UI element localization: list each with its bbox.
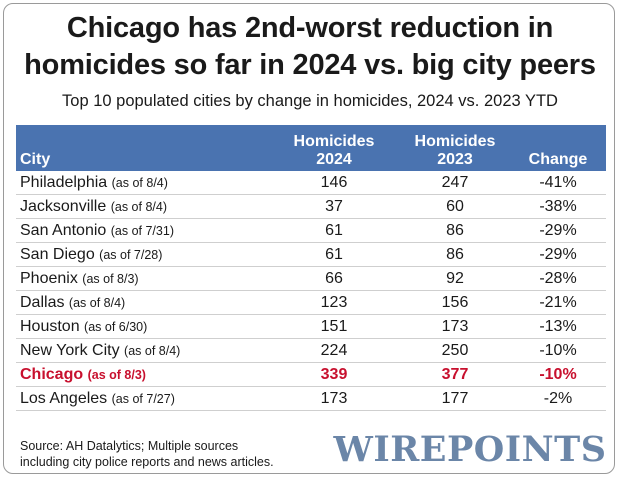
cell-homicides-2024: 224 xyxy=(274,338,394,363)
table-row: New York City (as of 8/4) 224 250 -10% xyxy=(16,338,606,363)
city-name: Phoenix xyxy=(20,269,78,287)
header-row: City Homicides 2024 Homicides 2023 Chang… xyxy=(16,125,606,171)
cell-change: -38% xyxy=(516,194,606,219)
header-change: Change xyxy=(528,151,588,168)
wirepoints-logo: WIREPOINTS xyxy=(333,429,607,470)
city-as-of-date: (as of 8/4) xyxy=(111,175,168,190)
cell-city: San Diego (as of 7/28) xyxy=(16,242,274,267)
cell-homicides-2024: 339 xyxy=(274,362,394,387)
city-name: Dallas xyxy=(20,293,65,311)
source-line-1: Source: AH Datalytics; Multiple sources xyxy=(20,439,239,453)
table-row: Dallas (as of 8/4) 123 156 -21% xyxy=(16,290,606,315)
title-line-2: homicides so far in 2024 vs. big city pe… xyxy=(24,49,596,81)
table-row: San Diego (as of 7/28) 61 86 -29% xyxy=(16,242,606,267)
cell-city: Philadelphia (as of 8/4) xyxy=(16,171,274,195)
cell-homicides-2023: 156 xyxy=(394,290,516,315)
header-homicides-2023: Homicides 2023 xyxy=(414,133,496,168)
cell-city: New York City (as of 8/4) xyxy=(16,338,274,363)
cell-homicides-2023: 60 xyxy=(394,194,516,219)
cell-homicides-2023: 92 xyxy=(394,266,516,291)
table-row: San Antonio (as of 7/31) 61 86 -29% xyxy=(16,218,606,243)
cell-homicides-2024: 66 xyxy=(274,266,394,291)
city-name: Chicago xyxy=(20,365,84,383)
table-row: Phoenix (as of 8/3) 66 92 -28% xyxy=(16,266,606,291)
cell-homicides-2023: 177 xyxy=(394,386,516,411)
cell-homicides-2024: 61 xyxy=(274,242,394,267)
homicides-table: City Homicides 2024 Homicides 2023 Chang… xyxy=(16,125,606,411)
cell-change: -10% xyxy=(516,338,606,363)
source-note: Source: AH Datalytics; Multiple sources … xyxy=(20,438,274,470)
city-as-of-date: (as of 6/30) xyxy=(84,319,148,334)
cell-change: -28% xyxy=(516,266,606,291)
city-name: San Diego xyxy=(20,245,95,263)
cell-homicides-2024: 173 xyxy=(274,386,394,411)
city-name: New York City xyxy=(20,341,120,359)
cell-city: Phoenix (as of 8/3) xyxy=(16,266,274,291)
cell-city: Dallas (as of 8/4) xyxy=(16,290,274,315)
table-row: Los Angeles (as of 7/27) 173 177 -2% xyxy=(16,386,606,411)
city-name: Philadelphia xyxy=(20,173,108,191)
cell-homicides-2023: 377 xyxy=(394,362,516,387)
city-as-of-date: (as of 8/4) xyxy=(124,343,181,358)
cell-homicides-2023: 173 xyxy=(394,314,516,339)
table-row: Jacksonville (as of 8/4) 37 60 -38% xyxy=(16,194,606,219)
city-as-of-date: (as of 8/4) xyxy=(68,295,126,310)
city-as-of-date: (as of 8/4) xyxy=(110,199,167,214)
cell-city: San Antonio (as of 7/31) xyxy=(16,218,274,243)
city-as-of-date: (as of 7/28) xyxy=(99,247,163,262)
header-homicides-2024: Homicides 2024 xyxy=(293,133,375,168)
cell-change: -41% xyxy=(516,171,606,195)
city-as-of-date: (as of 7/27) xyxy=(111,391,175,406)
city-name: Los Angeles xyxy=(20,389,108,407)
header-city: City xyxy=(20,151,51,168)
table-row: Philadelphia (as of 8/4) 146 247 -41% xyxy=(16,171,606,195)
cell-city: Chicago (as of 8/3) xyxy=(16,362,274,387)
chart-title: Chicago has 2nd-worst reduction in homic… xyxy=(0,10,620,84)
table-row: Houston (as of 6/30) 151 173 -13% xyxy=(16,314,606,339)
cell-homicides-2023: 247 xyxy=(394,171,516,195)
cell-city: Los Angeles (as of 7/27) xyxy=(16,386,274,411)
table-row: Chicago (as of 8/3) 339 377 -10% xyxy=(16,362,606,387)
cell-homicides-2024: 123 xyxy=(274,290,394,315)
cell-city: Houston (as of 6/30) xyxy=(16,314,274,339)
cell-homicides-2023: 86 xyxy=(394,242,516,267)
city-as-of-date: (as of 8/3) xyxy=(87,367,146,382)
cell-homicides-2024: 37 xyxy=(274,194,394,219)
source-line-2: including city police reports and news a… xyxy=(20,455,274,469)
cell-change: -29% xyxy=(516,218,606,243)
cell-city: Jacksonville (as of 8/4) xyxy=(16,194,274,219)
city-name: Houston xyxy=(20,317,80,335)
cell-homicides-2023: 86 xyxy=(394,218,516,243)
city-name: Jacksonville xyxy=(20,197,107,215)
city-name: San Antonio xyxy=(20,221,107,239)
cell-homicides-2024: 151 xyxy=(274,314,394,339)
cell-homicides-2024: 146 xyxy=(274,171,394,195)
table-body: Philadelphia (as of 8/4) 146 247 -41% Jackso… xyxy=(16,171,606,411)
cell-change: -13% xyxy=(516,314,606,339)
city-as-of-date: (as of 7/31) xyxy=(110,223,174,238)
cell-change: -21% xyxy=(516,290,606,315)
cell-change: -29% xyxy=(516,242,606,267)
title-line-1: Chicago has 2nd-worst reduction in xyxy=(66,12,554,44)
cell-homicides-2023: 250 xyxy=(394,338,516,363)
cell-change: -10% xyxy=(516,362,606,387)
chart-subtitle: Top 10 populated cities by change in hom… xyxy=(62,92,558,110)
city-as-of-date: (as of 8/3) xyxy=(82,271,139,286)
cell-change: -2% xyxy=(516,386,606,411)
cell-homicides-2024: 61 xyxy=(274,218,394,243)
